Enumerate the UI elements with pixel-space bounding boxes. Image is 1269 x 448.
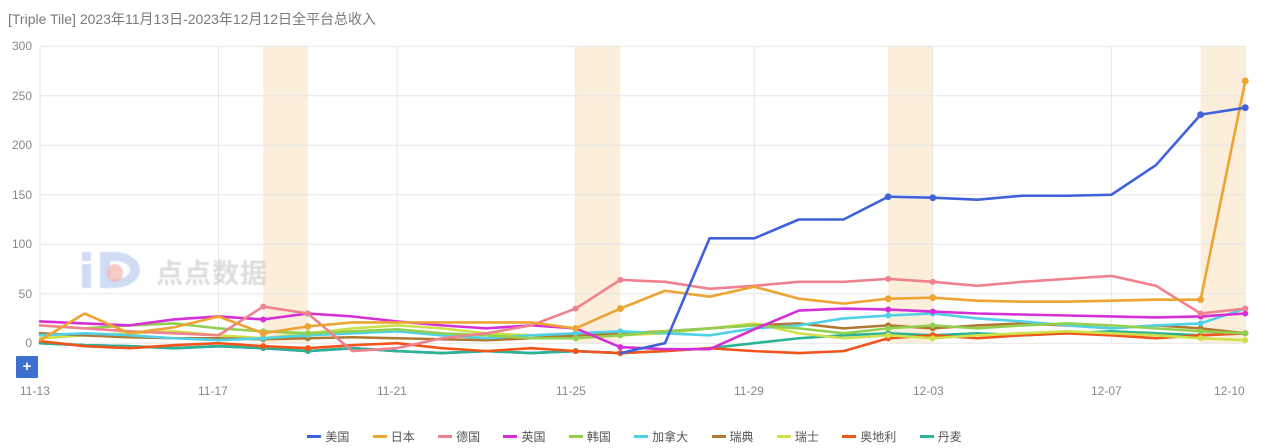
svg-text:点点数据: 点点数据 xyxy=(156,259,268,289)
